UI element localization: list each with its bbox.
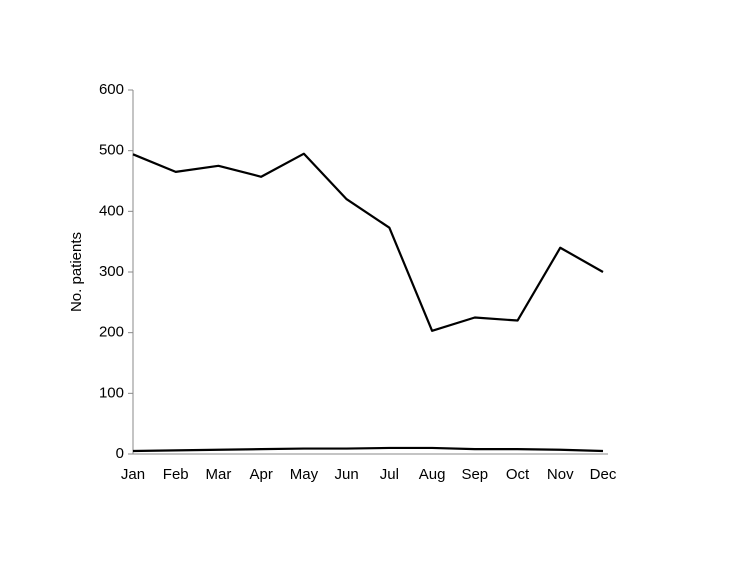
x-tick-label: Nov: [547, 466, 574, 483]
x-tick-label: Jun: [335, 466, 359, 483]
y-tick-label: 600: [99, 81, 124, 98]
series-line: [132, 152, 604, 332]
x-tick-label: Jan: [121, 466, 145, 483]
y-tick-label: 100: [99, 384, 124, 401]
y-tick-label: 300: [99, 263, 124, 280]
y-tick-label: 500: [99, 142, 124, 159]
x-tick-label: Apr: [250, 466, 273, 483]
x-tick-label: Dec: [590, 466, 617, 483]
x-tick-label: Sep: [461, 466, 488, 483]
x-tick-label: Mar: [206, 466, 232, 483]
series-line: [132, 446, 604, 453]
x-tick-label: Jul: [380, 466, 399, 483]
y-tick-label: 200: [99, 324, 124, 341]
y-axis-label: No. patients: [68, 232, 85, 312]
y-tick-label: 0: [116, 445, 124, 462]
x-tick-label: Aug: [419, 466, 446, 483]
x-tick-label: May: [290, 466, 319, 483]
x-tick-label: Oct: [506, 466, 530, 483]
y-tick-label: 400: [99, 202, 124, 219]
x-tick-label: Feb: [163, 466, 189, 483]
